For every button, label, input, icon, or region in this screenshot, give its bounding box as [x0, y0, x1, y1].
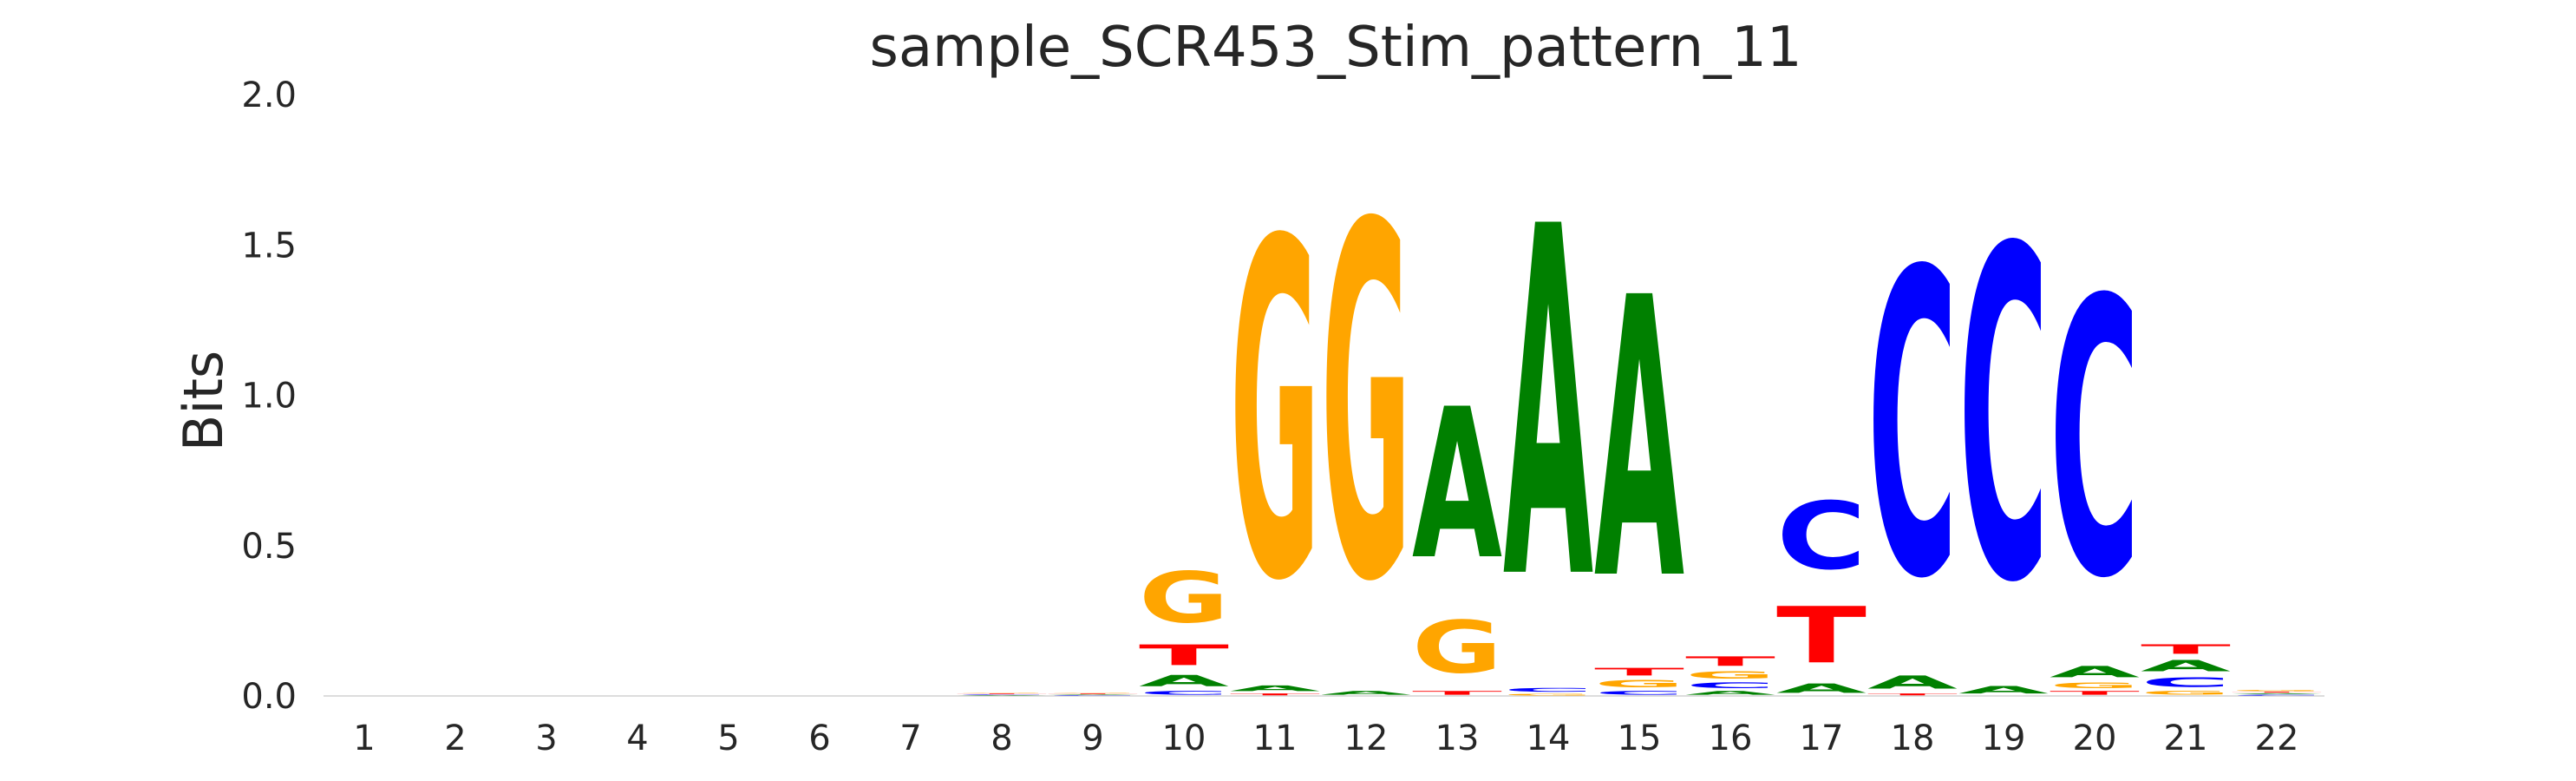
logo-letter-c: C: [957, 694, 1047, 695]
logo-letter-t: T: [2232, 692, 2322, 693]
x-tick-label: 6: [808, 719, 830, 758]
x-tick-label: 13: [1435, 719, 1480, 758]
x-tick-label: 18: [1891, 719, 1935, 758]
logo-letter-t: T: [1412, 690, 1502, 696]
logo-letter-g: G: [2141, 690, 2231, 696]
x-tick-label: 19: [1982, 719, 2026, 758]
x-tick-label: 11: [1253, 719, 1298, 758]
x-tick-label: 21: [2164, 719, 2208, 758]
logo-letter-a: A: [2050, 663, 2140, 681]
logo-letter-a: A: [1048, 694, 1139, 695]
logo-letter-c: C: [1139, 690, 1229, 696]
x-tick-label: 5: [717, 719, 739, 758]
logo-letter-c: C: [1685, 681, 1775, 690]
logo-letter-g: G: [1685, 669, 1775, 681]
logo-letter-a: A: [1867, 672, 1958, 692]
logo-letter-c: C: [2141, 675, 2231, 690]
y-tick-label: 0.5: [241, 527, 297, 567]
logo-letter-g: G: [2050, 681, 2140, 690]
logo-letter-c: C: [2050, 220, 2140, 662]
logo-letter-c: C: [2232, 694, 2322, 696]
logo-letter-a: A: [1776, 681, 1867, 696]
logo-letter-c: C: [1958, 154, 2049, 683]
logo-letter-g: G: [1230, 146, 1320, 683]
logo-letter-a: A: [2232, 693, 2323, 695]
x-tick-label: 14: [1527, 719, 1571, 758]
x-tick-label: 4: [626, 719, 648, 758]
logo-letter-a: A: [957, 695, 1048, 696]
logo-letter-t: T: [2141, 642, 2231, 657]
logo-letter-g: G: [957, 692, 1047, 693]
x-tick-label: 16: [1709, 719, 1753, 758]
y-tick-label: 1.0: [241, 377, 297, 417]
y-tick-label: 1.5: [241, 226, 297, 266]
logo-letter-a: A: [1139, 672, 1229, 690]
x-tick-label: 20: [2073, 719, 2117, 758]
logo-letter-a: A: [1321, 690, 1412, 696]
logo-letter-a: A: [1503, 126, 1594, 686]
x-axis-ticks: 1 2 3 4 5 6 7 8 9 10 11 12 13 14 15 16 17 18 19 20 21 22: [353, 719, 2298, 758]
logo-letter-a: A: [1230, 684, 1320, 692]
x-tick-label: 9: [1082, 719, 1103, 758]
logo-letter-t: T: [957, 693, 1047, 694]
logo-letter-g: G: [1412, 606, 1502, 690]
logo-letter-g: G: [1594, 678, 1684, 690]
y-tick-label: 2.0: [241, 75, 297, 115]
x-tick-label: 12: [1344, 719, 1389, 758]
logo-letter-g: G: [1139, 558, 1229, 639]
logo-letter-c: C: [1594, 690, 1684, 696]
logo-letter-g: G: [2232, 690, 2322, 692]
x-tick-label: 10: [1162, 719, 1206, 758]
x-tick-label: 22: [2255, 719, 2299, 758]
x-tick-label: 3: [535, 719, 557, 758]
logo-letter-g: G: [1048, 692, 1138, 693]
y-axis-ticks: 0.0 0.5 1.0 1.5 2.0: [241, 75, 297, 717]
x-tick-label: 2: [444, 719, 466, 758]
logo-letter-t: T: [1776, 591, 1867, 681]
logo-letter-t: T: [1048, 693, 1138, 694]
y-tick-label: 0.0: [241, 677, 297, 717]
y-axis-label: Bits: [172, 351, 235, 451]
x-tick-label: 1: [353, 719, 375, 758]
logo-letter-a: A: [1594, 218, 1685, 666]
logo-letter-a: A: [1958, 684, 2049, 696]
logo-letter-t: T: [2050, 690, 2140, 696]
logo-letter-t: T: [1867, 693, 1958, 696]
logo-letter-c: C: [1503, 687, 1593, 693]
logo-letter-a: A: [2141, 657, 2231, 675]
x-tick-label: 15: [1618, 719, 1662, 758]
logo-letter-c: C: [1867, 183, 1958, 671]
x-tick-label: 8: [991, 719, 1012, 758]
logo-letter-t: T: [1139, 639, 1229, 672]
logo-letter-t: T: [1685, 653, 1775, 668]
chart-title: sample_SCR453_Stim_pattern_11: [869, 16, 1801, 80]
logo-letter-t: T: [1230, 693, 1320, 696]
logo-letter-g: G: [1503, 693, 1593, 696]
logo-letter-a: A: [1412, 365, 1502, 606]
logo-letter-c: C: [1048, 695, 1138, 696]
logo-letter-t: T: [1594, 666, 1684, 678]
logo-letter-a: A: [1685, 690, 1776, 696]
logo-letter-c: C: [1776, 482, 1867, 590]
logo-letter-g: G: [1321, 123, 1411, 688]
x-tick-label: 17: [1800, 719, 1844, 758]
x-tick-label: 7: [899, 719, 921, 758]
